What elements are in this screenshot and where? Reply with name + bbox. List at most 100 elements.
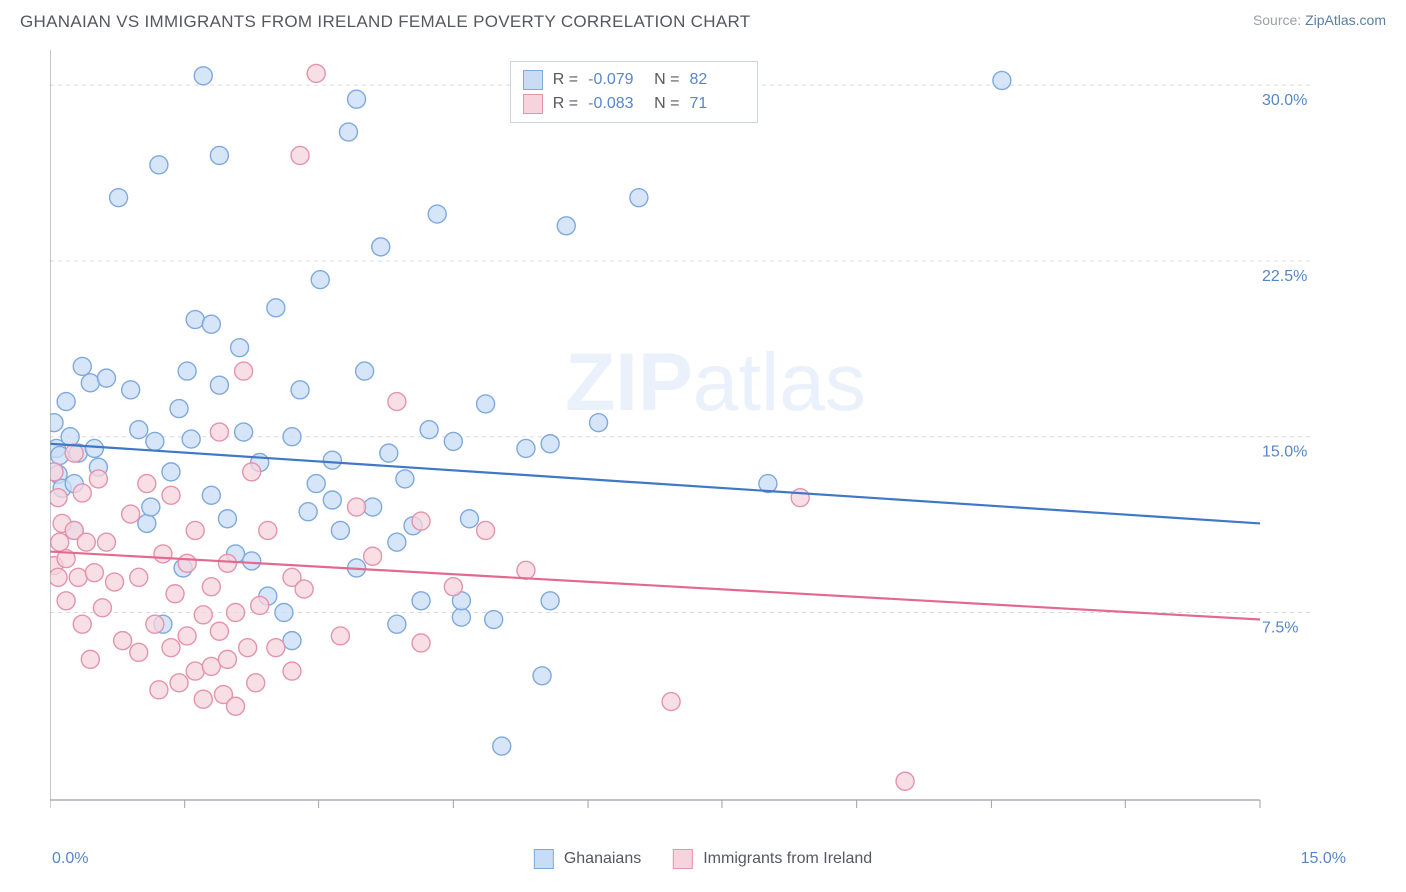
data-point [194, 690, 212, 708]
data-point [791, 489, 809, 507]
data-point [142, 498, 160, 516]
legend-n-value: 71 [689, 92, 745, 116]
data-point [323, 491, 341, 509]
data-point [170, 674, 188, 692]
legend-r-label: R = [553, 68, 578, 92]
data-point [50, 463, 63, 481]
data-point [162, 486, 180, 504]
data-point [178, 627, 196, 645]
data-point [150, 156, 168, 174]
data-point [182, 430, 200, 448]
data-point [517, 439, 535, 457]
y-tick-label: 15.0% [1262, 444, 1307, 461]
data-point [267, 299, 285, 317]
data-point [662, 693, 680, 711]
data-point [146, 432, 164, 450]
data-point [50, 489, 67, 507]
y-tick-label: 7.5% [1262, 620, 1298, 637]
data-point [444, 432, 462, 450]
data-point [412, 512, 430, 530]
legend-swatch [523, 70, 543, 90]
data-point [218, 510, 236, 528]
source-link[interactable]: ZipAtlas.com [1305, 12, 1386, 28]
data-point [541, 435, 559, 453]
chart-header: GHANAIAN VS IMMIGRANTS FROM IRELAND FEMA… [20, 12, 1386, 32]
legend-r-value: -0.083 [588, 92, 644, 116]
legend-item: Ghanaians [534, 849, 641, 869]
data-point [283, 632, 301, 650]
data-point [194, 67, 212, 85]
data-point [590, 414, 608, 432]
data-point [186, 521, 204, 539]
data-point [210, 423, 228, 441]
data-point [57, 393, 75, 411]
data-point [311, 271, 329, 289]
legend-r-label: R = [553, 92, 578, 116]
data-point [89, 470, 107, 488]
data-point [896, 772, 914, 790]
data-point [348, 90, 366, 108]
data-point [202, 315, 220, 333]
data-point [150, 681, 168, 699]
legend-label: Immigrants from Ireland [703, 850, 872, 868]
data-point [485, 611, 503, 629]
legend-r-value: -0.079 [588, 68, 644, 92]
data-point [452, 608, 470, 626]
data-point [477, 395, 495, 413]
data-point [291, 146, 309, 164]
data-point [364, 547, 382, 565]
data-point [178, 554, 196, 572]
data-point [307, 64, 325, 82]
series-0 [50, 67, 1011, 755]
data-point [420, 421, 438, 439]
y-tick-label: 22.5% [1262, 268, 1307, 285]
x-axis-footer: 0.0% GhanaiansImmigrants from Ireland 15… [0, 850, 1406, 868]
data-point [444, 578, 462, 596]
data-point [122, 381, 140, 399]
data-point [380, 444, 398, 462]
data-point [154, 545, 172, 563]
data-point [186, 311, 204, 329]
data-point [210, 146, 228, 164]
data-point [235, 362, 253, 380]
legend-row: R = -0.083 N = 71 [523, 92, 746, 116]
series-legend: Ghanaians Immigrants from Ireland [534, 849, 872, 869]
data-point [227, 604, 245, 622]
data-point [227, 697, 245, 715]
data-point [364, 498, 382, 516]
legend-label: Ghanaians [564, 850, 641, 868]
data-point [202, 578, 220, 596]
data-point [162, 463, 180, 481]
data-point [323, 451, 341, 469]
data-point [275, 604, 293, 622]
data-point [138, 514, 156, 532]
data-point [85, 439, 103, 457]
data-point [50, 568, 67, 586]
legend-n-label: N = [654, 92, 679, 116]
data-point [202, 486, 220, 504]
legend-n-label: N = [654, 68, 679, 92]
legend-n-value: 82 [689, 68, 745, 92]
data-point [388, 533, 406, 551]
data-point [291, 381, 309, 399]
data-point [130, 568, 148, 586]
data-point [339, 123, 357, 141]
y-tick-label: 30.0% [1262, 92, 1307, 109]
data-point [259, 521, 277, 539]
data-point [106, 573, 124, 591]
data-point [299, 503, 317, 521]
data-point [81, 650, 99, 668]
data-point [130, 421, 148, 439]
data-point [251, 596, 269, 614]
data-point [178, 362, 196, 380]
data-point [356, 362, 374, 380]
data-point [372, 238, 390, 256]
data-point [477, 521, 495, 539]
data-point [51, 533, 69, 551]
data-point [110, 189, 128, 207]
data-point [331, 521, 349, 539]
data-point [146, 615, 164, 633]
data-point [396, 470, 414, 488]
chart-title: GHANAIAN VS IMMIGRANTS FROM IRELAND FEMA… [20, 12, 750, 32]
legend-swatch [673, 849, 693, 869]
